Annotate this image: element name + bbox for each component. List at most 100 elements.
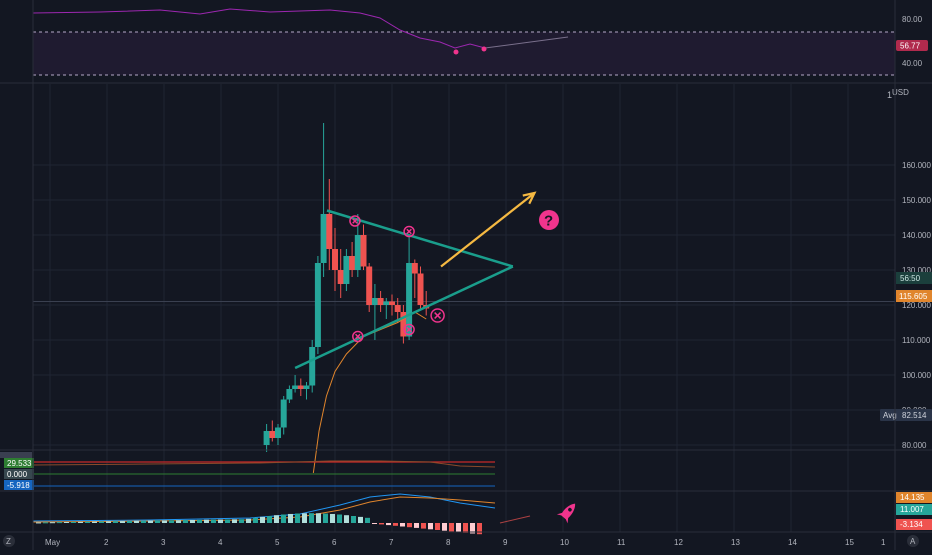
rsi-value-badge [896,40,928,51]
macd-badge-b [896,504,932,515]
ind1-text-a: 29.533 [7,459,32,468]
macd-histogram-bar [239,519,244,523]
time-tick-label: 14 [788,538,797,547]
circle-x-stroke [352,218,358,224]
time-tick-label: 7 [389,538,394,547]
macd-histogram-bar [267,516,272,523]
time-tick-label: May [45,538,60,547]
indicator-panel: 29.533 0.000 -5.918 [0,452,496,490]
circle-x-icon [403,225,415,238]
time-tick-label: 8 [446,538,451,547]
ind1-badge-b [4,469,34,479]
macd-histogram-bar [155,520,160,523]
candle-body [275,427,281,438]
macd-histogram-bar [407,523,412,528]
circle-x-ring [430,308,445,323]
price-axis[interactable]: 160.000 150.000 140.000 130.000 120.000 110.0… [902,161,931,450]
macd-histogram-bar [435,523,440,530]
macd-histogram-bar [253,517,258,523]
question-circle [539,210,559,230]
rsi-point-b [481,46,487,52]
time-tick-label: 11 [617,538,626,547]
candle-body [377,298,384,305]
macd-histogram-bar [477,523,482,535]
macd-histogram-bar [50,522,55,524]
macd-badge-a [896,492,932,503]
price-tick-label: 130.000 [902,266,931,275]
macd-histogram-bar [302,513,307,523]
rsi-panel: 80.00 40.00 56.77 [32,8,928,76]
candle-body [417,273,424,305]
macd-histogram-bar [71,521,76,523]
circle-x-stroke [406,326,412,333]
macd-histogram-bar [92,521,97,523]
drawing-overlays: ? [294,191,559,474]
time-tick-label: 10 [560,538,569,547]
macd-histogram-bar [428,523,433,530]
macd-histogram-bar [365,517,370,523]
avg-label: Avg [883,411,897,420]
candle-body [406,263,413,337]
macd-histogram-bar [463,523,468,533]
time-axis[interactable]: May 2 3 4 5 6 7 8 9 10 11 12 13 14 15 1 [45,538,886,547]
trendline-upper [326,209,514,268]
macd-text-a: 14.135 [900,493,925,502]
macd-histogram-bar [414,523,419,528]
macd-histogram-bar [197,519,202,523]
macd-histogram-bar [169,520,174,523]
candle-body [320,214,327,263]
macd-histogram-bar [386,523,391,526]
macd-histogram-bar [113,521,118,523]
ind1-text-b: 0.000 [7,470,28,479]
a-button[interactable]: A [907,535,919,547]
rsi-line [32,8,486,49]
price-tick-label: 140.000 [902,231,931,240]
macd-histogram-bar [232,519,237,523]
macd-histogram-bar [274,515,279,523]
macd-histogram-bar [99,521,104,523]
candle-body [280,399,287,428]
rsi-trend-arrow [484,36,569,49]
macd-histogram-bar [78,521,83,523]
circle-x-icon [352,330,364,343]
macd-histogram-bar [372,523,377,524]
current-price-badge [896,272,932,284]
macd-histogram-bar [330,513,335,523]
macd-histogram-bar [218,519,223,523]
price-tick-label: 110.000 [902,336,931,345]
macd-histogram-bar [183,520,188,523]
macd-histogram-bar [309,513,314,523]
avg-value: 82.514 [902,411,927,420]
macd-histogram-bar [36,522,41,524]
circle-x-ring [403,225,415,238]
candle-body [371,298,378,305]
circle-x-ring [403,323,415,336]
macd-histogram-bar [323,513,328,523]
macd-histogram-bar [400,523,405,527]
breakout-arrow-line [440,192,536,268]
ind1-text-c: -5.918 [7,481,30,490]
circle-x-icon [403,323,415,336]
candle-body [349,256,356,270]
time-tick-label: 4 [218,538,223,547]
price-tick-label: 150.000 [902,196,931,205]
price-tick-label: 100.000 [902,371,931,380]
macd-histogram-bar [337,514,342,523]
question-glyph: ? [544,213,553,230]
macd-text-b: 11.007 [900,505,924,514]
candle-body [332,249,338,270]
macd-text-c: -3.134 [900,520,923,529]
time-tick-label: 2 [104,538,109,547]
macd-histogram-bar [260,516,265,523]
circle-x-stroke [355,333,361,340]
candle-body [314,263,321,347]
candle-body [394,305,401,312]
macd-histogram-bar [120,521,125,523]
circle-x-ring [349,215,361,227]
candlestick-series [263,123,430,452]
z-button[interactable]: Z [3,535,15,547]
macd-histogram-bar [141,520,146,523]
macd-histogram-bar [288,513,293,523]
